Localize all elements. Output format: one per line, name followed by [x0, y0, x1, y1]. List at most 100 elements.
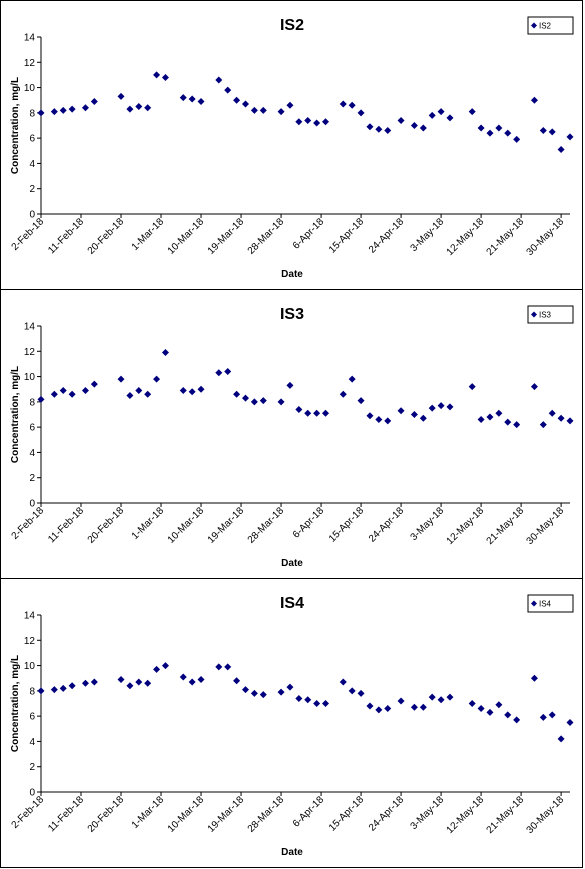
x-tick-label: 3-May-18	[409, 216, 447, 254]
data-point	[277, 398, 285, 406]
legend-marker	[531, 22, 537, 29]
data-point	[59, 386, 67, 394]
x-tick-label: 11-Feb-18	[46, 216, 86, 256]
data-point	[419, 703, 427, 711]
data-point	[250, 106, 258, 114]
data-point	[530, 383, 538, 391]
x-tick-label: 2-Feb-18	[10, 505, 47, 542]
x-tick-label: 19-Mar-18	[206, 216, 247, 257]
data-point	[233, 390, 241, 398]
data-point	[250, 689, 258, 697]
data-point	[566, 417, 574, 425]
data-point	[286, 381, 294, 389]
data-point	[81, 386, 89, 394]
y-tick-label: 0	[29, 210, 35, 221]
data-point	[68, 105, 76, 113]
data-point	[397, 407, 405, 415]
data-point	[224, 86, 232, 94]
x-tick-label: 3-May-18	[409, 505, 447, 543]
data-point	[437, 696, 445, 704]
x-tick-label: 30-May-18	[525, 505, 567, 547]
data-point	[179, 386, 187, 394]
legend-box	[527, 594, 574, 613]
data-point	[50, 108, 58, 116]
data-point	[557, 735, 565, 743]
y-tick-label: 0	[29, 788, 35, 799]
data-point	[277, 108, 285, 116]
data-point	[366, 412, 374, 420]
data-point	[37, 687, 45, 695]
data-point	[197, 97, 205, 105]
x-tick-label: 19-Mar-18	[206, 794, 247, 835]
data-point	[233, 677, 241, 685]
x-tick-label: 12-May-18	[445, 505, 487, 547]
data-point	[322, 118, 330, 126]
legend-label: IS3	[539, 311, 552, 320]
data-point	[259, 397, 267, 405]
data-point	[366, 702, 374, 710]
x-tick-label: 6-Apr-18	[291, 505, 327, 541]
data-point	[144, 390, 152, 398]
chart-panel-is3: IS3 0 2 4 6 8 10 12 14 2-Feb-18 11-Feb-18 20-Feb-18…	[0, 289, 583, 579]
data-point	[539, 713, 547, 721]
data-point	[179, 673, 187, 681]
x-tick-label: 10-Mar-18	[166, 216, 207, 257]
y-tick-label: 2	[29, 473, 35, 484]
x-tick-label: 21-May-18	[485, 794, 527, 836]
data-point	[357, 397, 365, 405]
x-tick-label: 1-Mar-18	[130, 794, 167, 831]
y-tick-label: 8	[29, 108, 35, 119]
data-point	[304, 409, 312, 417]
y-tick-label: 6	[29, 712, 35, 723]
data-point	[495, 409, 503, 417]
data-point	[135, 386, 143, 394]
y-axis-label: Concentration, mg/L	[10, 655, 21, 752]
data-point	[566, 133, 574, 141]
data-point	[504, 418, 512, 426]
data-point	[179, 94, 187, 102]
data-point	[557, 146, 565, 154]
x-tick-label: 24-Apr-18	[367, 794, 407, 834]
data-point	[153, 375, 161, 383]
data-point	[446, 403, 454, 411]
data-point	[241, 100, 249, 108]
data-point	[513, 421, 521, 429]
x-tick-label: 2-Feb-18	[10, 794, 47, 831]
data-point	[144, 679, 152, 687]
data-point	[375, 125, 383, 133]
data-point	[197, 675, 205, 683]
data-point	[428, 404, 436, 412]
x-axis-label: Date	[281, 847, 303, 858]
x-tick-label: 6-Apr-18	[291, 794, 327, 830]
data-point	[397, 697, 405, 705]
data-point	[557, 414, 565, 422]
data-point	[126, 682, 134, 690]
data-point	[348, 101, 356, 109]
x-tick-label: 1-Mar-18	[130, 505, 167, 542]
data-point	[313, 119, 321, 127]
data-point	[215, 369, 223, 377]
x-tick-label: 15-Apr-18	[327, 505, 367, 545]
data-point	[446, 693, 454, 701]
y-tick-label: 8	[29, 686, 35, 697]
chart-is2: IS2 0 2 4 6 8 10 12 14 2-Feb-18 11-Feb-18 20-Feb-18…	[10, 16, 574, 280]
data-point	[428, 693, 436, 701]
chart-panel-is2: IS2 0 2 4 6 8 10 12 14 2-Feb-18 11-Feb-18 20-Feb-18…	[0, 0, 583, 290]
y-tick-label: 12	[24, 58, 36, 69]
data-point	[495, 124, 503, 132]
data-point	[513, 135, 521, 143]
x-tick-label: 19-Mar-18	[206, 505, 247, 546]
y-axis-label: Concentration, mg/L	[10, 77, 21, 174]
x-tick-label: 24-Apr-18	[367, 216, 407, 256]
data-point	[135, 103, 143, 111]
data-point	[419, 414, 427, 422]
x-tick-label: 20-Feb-18	[86, 505, 127, 546]
y-tick-label: 12	[24, 347, 36, 358]
data-point	[384, 417, 392, 425]
legend-box	[527, 305, 574, 324]
data-point	[90, 380, 98, 388]
data-point	[397, 116, 405, 124]
y-tick-label: 0	[29, 499, 35, 510]
chart-title: IS4	[280, 595, 304, 612]
data-point	[90, 97, 98, 105]
